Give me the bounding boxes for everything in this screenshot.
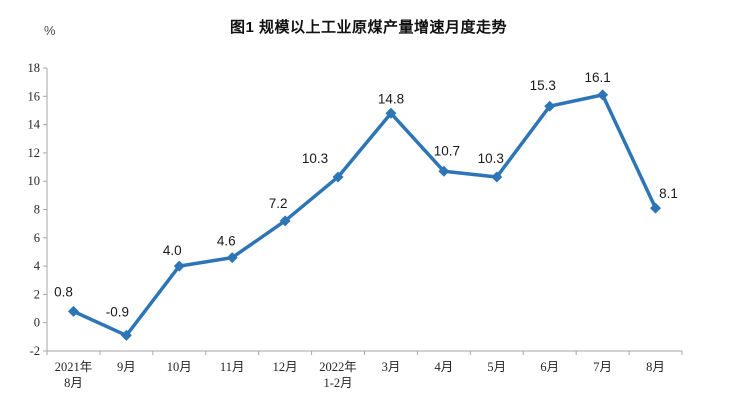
y-axis: -2 0 2 4 6 8 10 12 14 16 18	[28, 61, 47, 358]
x-tick-label: 7月	[593, 360, 612, 374]
y-axis-unit-label: %	[44, 23, 56, 38]
data-label: -0.9	[106, 304, 129, 319]
data-label: 4.0	[163, 243, 182, 258]
chart-title: 图1 规模以上工业原煤产量增速月度走势	[229, 19, 507, 36]
x-axis: 2021年 8月 9月 10月 11月 12月 2022年 1-2月 3月 4月 5月 6月 7月 8月	[46, 351, 683, 390]
x-tick-label: 8月	[646, 360, 665, 374]
x-tick-label: 2021年 8月	[55, 360, 93, 390]
y-tick-label: 0	[34, 316, 40, 330]
data-point	[650, 202, 662, 214]
y-tick-label: 10	[28, 174, 41, 188]
y-tick-label: -2	[30, 344, 40, 358]
data-point	[173, 260, 185, 272]
series-markers	[67, 89, 662, 341]
series-line	[71, 93, 658, 338]
y-tick-label: 16	[28, 89, 41, 103]
y-tick-label: 2	[34, 287, 40, 301]
data-labels: 0.8 -0.9 4.0 4.6 7.2 10.3 14.8 10.7 10.3 15.3 16.1…	[54, 70, 678, 320]
data-label: 8.1	[659, 186, 678, 201]
x-tick-label: 3月	[382, 360, 401, 374]
y-tick-label: 6	[34, 231, 40, 245]
data-label: 10.3	[478, 151, 504, 166]
y-tick-label: 14	[28, 118, 41, 132]
data-point	[438, 165, 450, 177]
x-tick-label: 12月	[273, 360, 298, 374]
data-label: 4.6	[217, 234, 236, 249]
x-tick-label: 5月	[487, 360, 506, 374]
data-label: 10.3	[302, 151, 328, 166]
data-point	[544, 100, 556, 112]
data-label: 0.8	[54, 284, 73, 299]
x-tick-label: 10月	[167, 360, 192, 374]
data-point	[332, 171, 344, 183]
x-tick-label: 4月	[434, 360, 453, 374]
data-label: 10.7	[434, 143, 460, 158]
data-point	[385, 107, 397, 119]
data-point	[226, 252, 238, 264]
data-point	[597, 89, 609, 101]
y-tick-label: 8	[34, 203, 40, 217]
y-tick-label: 18	[28, 61, 41, 75]
x-tick-label: 6月	[540, 360, 559, 374]
data-label: 15.3	[530, 78, 556, 93]
data-label: 14.8	[378, 91, 404, 106]
x-tick-label: 9月	[117, 360, 136, 374]
y-tick-label: 12	[28, 146, 41, 160]
data-point	[67, 305, 79, 317]
data-point	[279, 215, 291, 227]
data-point	[491, 171, 503, 183]
data-point	[120, 329, 132, 341]
data-label: 7.2	[269, 196, 288, 211]
y-tick-label: 4	[34, 259, 41, 273]
data-label: 16.1	[584, 70, 610, 85]
x-tick-label: 2022年 1-2月	[319, 360, 357, 390]
x-tick-label: 11月	[220, 360, 245, 374]
